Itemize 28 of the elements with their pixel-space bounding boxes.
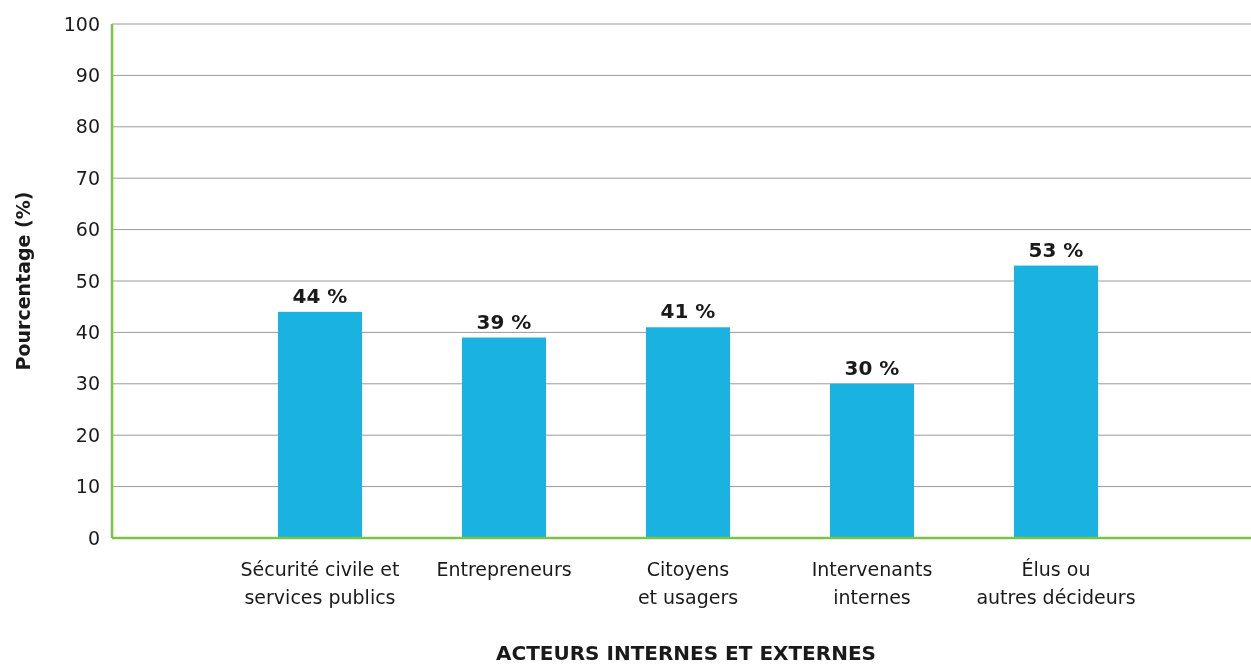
y-tick-label: 80 — [75, 115, 100, 138]
y-tick-label: 40 — [75, 321, 100, 344]
y-tick-label: 50 — [75, 269, 100, 292]
y-tick-label: 30 — [75, 372, 100, 395]
y-tick-label: 20 — [75, 423, 100, 446]
bar — [646, 327, 730, 538]
data-label: 30 % — [844, 355, 900, 380]
y-tick-label: 70 — [75, 166, 100, 189]
x-tick-label: Sécurité civile et services publics — [240, 558, 400, 608]
x-tick-label: Élus ou autres décideurs — [976, 558, 1136, 608]
data-label: 44 % — [292, 283, 348, 308]
y-tick-label: 0 — [87, 526, 100, 549]
y-tick-label: 60 — [75, 218, 100, 241]
bar — [1014, 265, 1098, 538]
y-tick-label: 10 — [75, 475, 100, 498]
data-label: 39 % — [476, 309, 532, 334]
bar — [278, 311, 362, 538]
bar — [462, 337, 546, 538]
y-tick-label: 100 — [63, 12, 100, 35]
x-axis-title: ACTEURS INTERNES ET EXTERNES — [496, 641, 876, 664]
x-tick-label: Citoyens et usagers — [637, 558, 739, 608]
bar — [830, 383, 914, 538]
data-label: 41 % — [660, 299, 716, 324]
x-tick-label: Intervenants internes — [811, 558, 933, 608]
y-axis-title: Pourcentage (%) — [12, 191, 34, 371]
y-tick-label: 90 — [75, 64, 100, 87]
x-tick-label: Entrepreneurs — [436, 558, 572, 580]
data-label: 53 % — [1028, 237, 1084, 262]
